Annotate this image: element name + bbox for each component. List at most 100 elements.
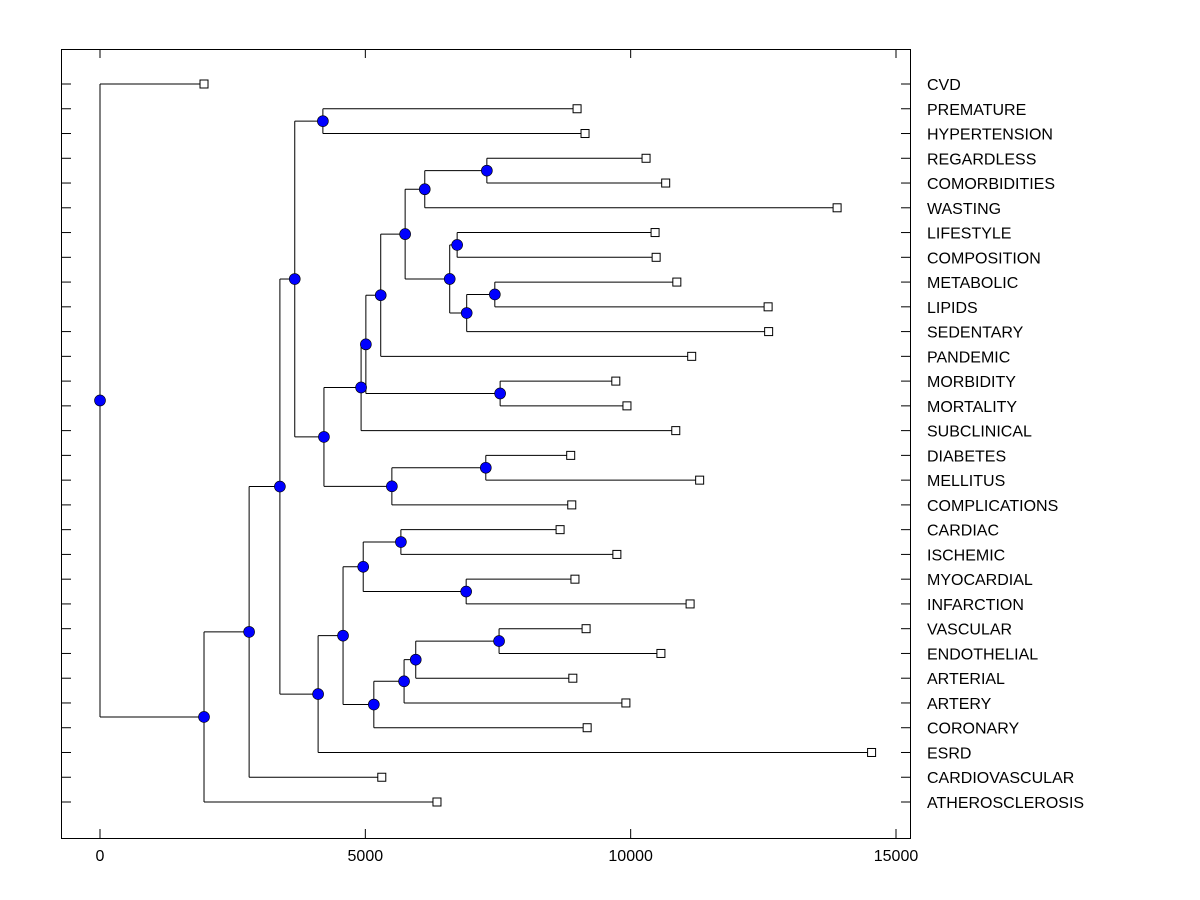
cluster-node [318,431,330,443]
leaf-marker [572,104,582,114]
leaf-marker [568,673,578,683]
leaf-label: SUBCLINICAL [927,424,1032,441]
leaf-labels: CVD PREMATURE HYPERTENSION REGARDLESS COMORB… [927,77,1084,812]
leaf-marker [695,475,705,485]
leaf-marker [622,401,632,411]
cluster-node [198,711,210,723]
cluster-node [243,626,255,638]
cluster-node [395,536,407,548]
leaf-label: ATHEROSCLEROSIS [927,795,1084,812]
leaf-marker [671,426,681,436]
links-layer [99,83,872,803]
leaf-label: HYPERTENSION [927,127,1053,144]
leaf-label: SEDENTARY [927,325,1024,342]
leaf-label: COMPLICATIONS [927,498,1058,515]
leaf-label: COMPOSITION [927,250,1041,267]
leaf-label: CORONARY [927,721,1019,738]
cluster-node [493,635,505,647]
leaf-label: CARDIAC [927,523,999,540]
leaf-marker [555,525,565,535]
leaf-label: PREMATURE [927,102,1026,119]
leaf-label: MORTALITY [927,399,1017,416]
cluster-node [418,183,431,196]
leaf-marker [832,203,842,213]
leaf-label: LIFESTYLE [927,226,1011,243]
leaf-label: INFARCTION [927,597,1024,614]
nodes-layer [94,115,506,723]
leaf-label: ISCHEMIC [927,547,1005,564]
cluster-node [409,653,422,666]
leaf-label: VASCULAR [927,622,1012,639]
cluster-node [451,239,463,251]
leaf-label: MORBIDITY [927,374,1016,391]
leaf-marker [611,376,621,386]
cluster-node [489,288,501,301]
leaf-marker [650,228,660,238]
leaf-marker [612,549,622,559]
leaf-label: ENDOTHELIAL [927,646,1038,663]
leaf-marker [580,129,590,139]
leaf-marker [867,747,877,757]
leaf-label: ESRD [927,745,971,762]
leaf-label: MYOCARDIAL [927,572,1033,589]
cluster-node [494,387,506,400]
plot-frame [61,49,911,839]
leaf-label: COMORBIDITIES [927,176,1055,193]
x-tick-label: 10000 [608,848,653,865]
leaf-label: MELLITUS [927,473,1005,490]
leaf-label: CARDIOVASCULAR [927,770,1074,787]
leaf-marker [656,648,666,658]
leaf-marker [651,252,661,262]
leaf-label: DIABETES [927,448,1006,465]
leaves-layer [199,79,877,807]
x-axis: 0 5000 10000 15000 [96,49,919,865]
leaf-marker [687,351,697,361]
cluster-node [460,307,473,319]
leaf-marker [764,327,774,337]
cluster-node [288,273,301,285]
leaf-label: ARTERY [927,696,992,713]
leaf-label: ARTERIAL [927,671,1005,688]
leaf-marker [672,277,682,287]
leaf-marker [570,574,580,584]
cluster-node [274,480,286,493]
leaf-label: REGARDLESS [927,151,1036,168]
cluster-node [317,115,329,127]
cluster-node [357,560,370,573]
x-tick-label: 15000 [874,848,919,865]
leaf-marker [641,153,651,163]
cluster-node [398,675,410,688]
leaf-label: WASTING [927,201,1001,218]
x-tick-label: 5000 [348,848,384,865]
leaf-marker [432,797,442,807]
leaf-label: METABOLIC [927,275,1018,292]
y-ticks [61,83,910,803]
leaf-marker [567,500,577,510]
leaf-marker [199,79,209,89]
leaf-marker [582,723,592,733]
leaf-marker [763,302,773,312]
x-tick-label: 0 [96,848,105,865]
cluster-node [460,585,472,598]
cluster-node [374,289,387,302]
cluster-node [312,688,324,700]
leaf-label: CVD [927,77,961,94]
cluster-node [481,164,493,177]
leaf-marker [377,772,387,782]
cluster-node [94,394,106,407]
cluster-node [368,698,380,711]
cluster-node [443,273,456,285]
leaf-marker [685,599,695,609]
cluster-node [399,228,411,240]
cluster-node [337,629,349,642]
leaf-marker [581,624,591,634]
leaf-marker [566,450,576,460]
cluster-node [360,338,372,351]
leaf-marker [661,178,671,188]
cluster-node [355,381,367,394]
cluster-node [479,461,492,474]
leaf-marker [621,698,631,708]
leaf-label: PANDEMIC [927,349,1010,366]
leaf-label: LIPIDS [927,300,978,317]
cluster-node [386,480,398,493]
